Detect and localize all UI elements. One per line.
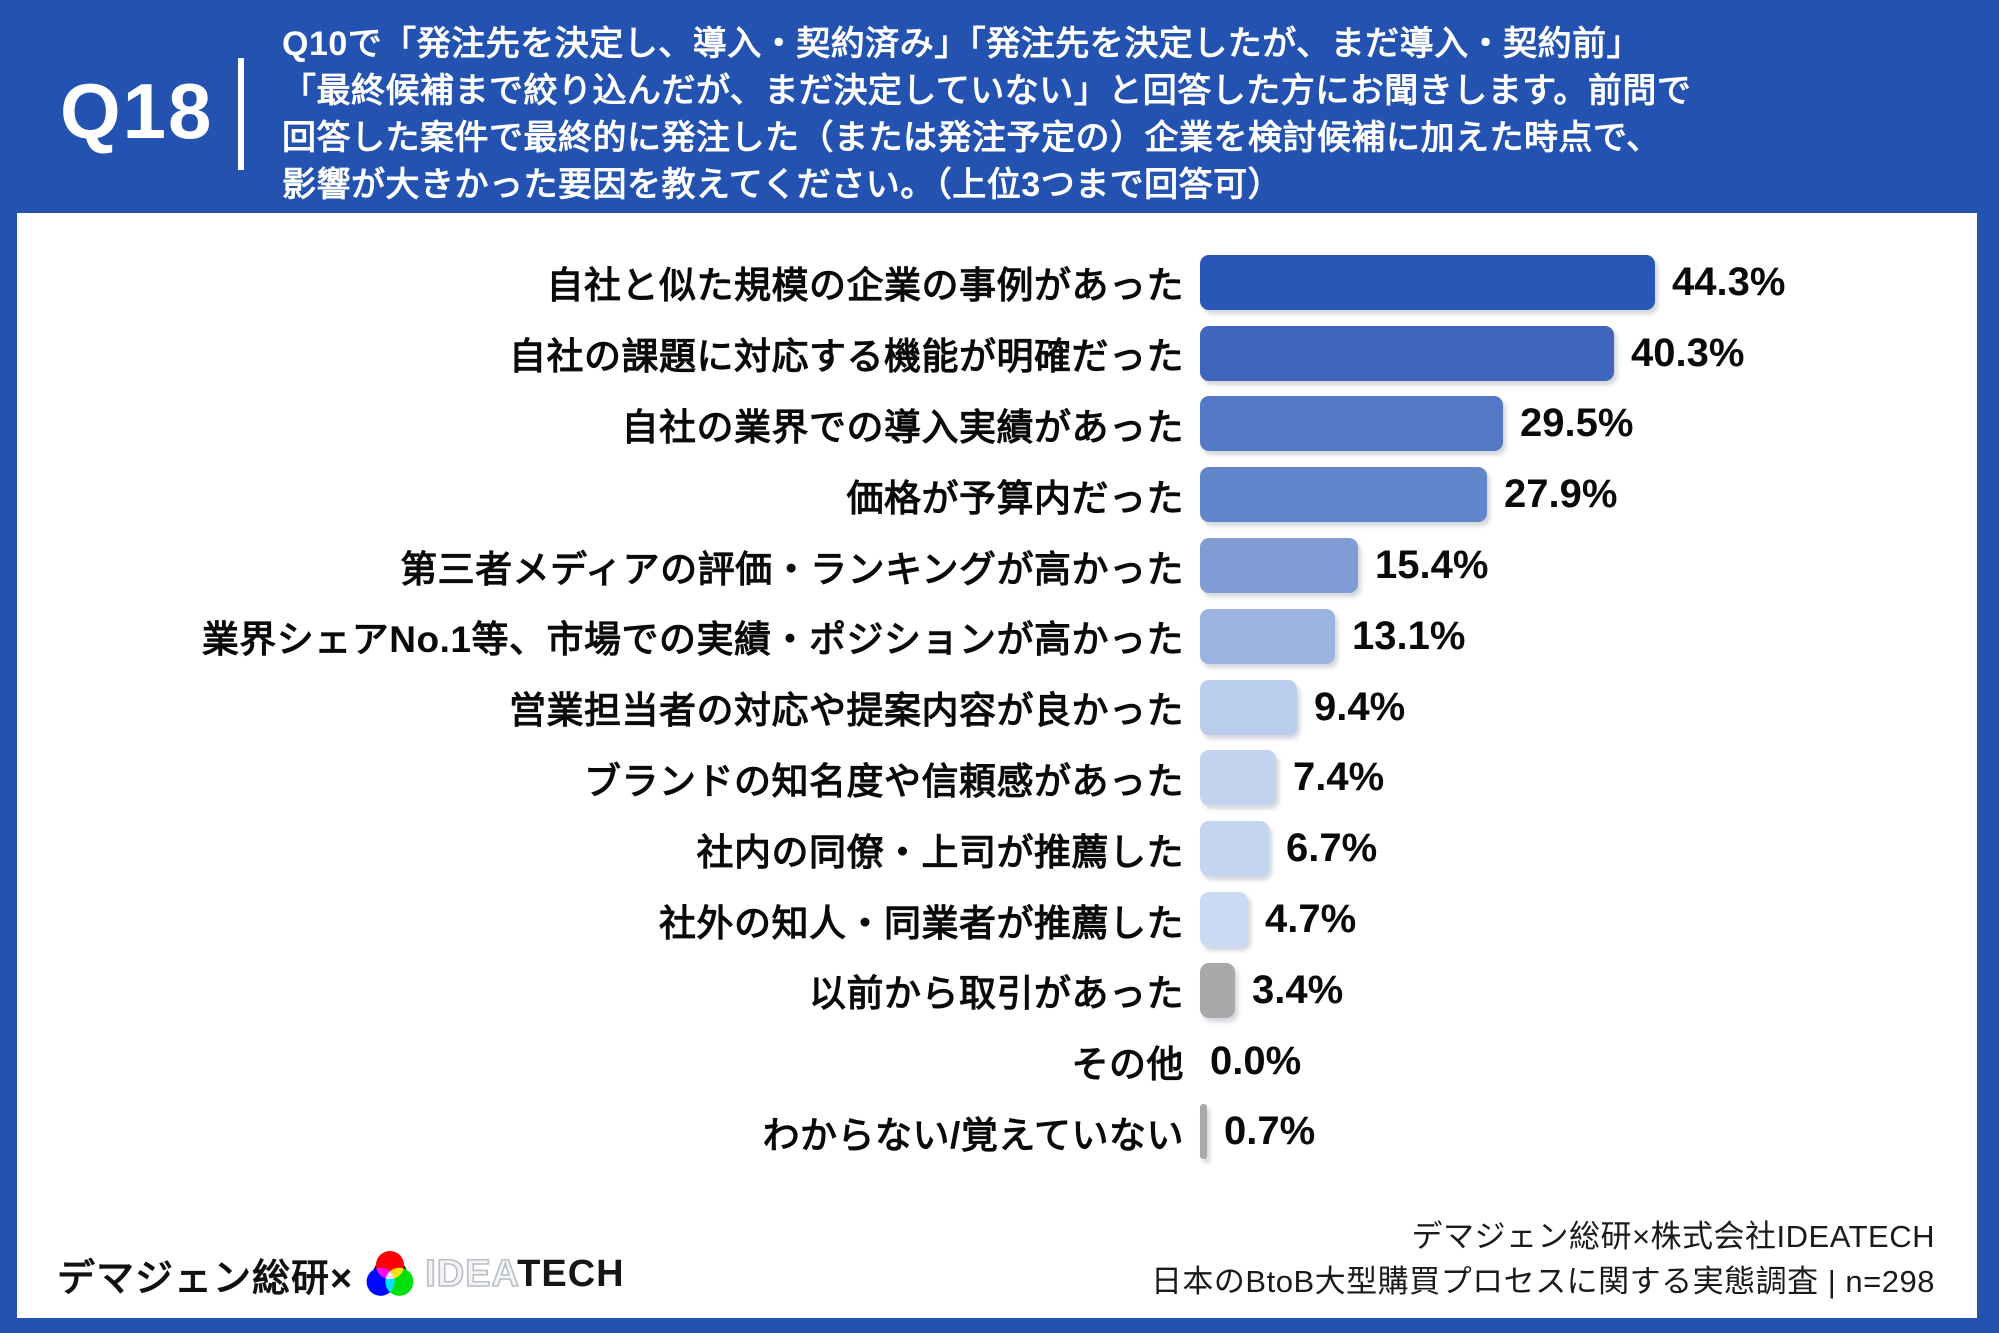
category-label: 自社の業界での導入実績があった bbox=[621, 406, 1184, 448]
bar bbox=[1200, 821, 1269, 877]
chart-row: ブランドの知名度や信頼感があった 7.4% bbox=[17, 743, 1977, 814]
question-header: Q18 Q10で「発注先を決定し、導入・契約済み」「発注先を決定したが、まだ導入… bbox=[0, 0, 1999, 213]
logo-idea-text: IDEA bbox=[424, 1252, 518, 1296]
value-label: 4.7% bbox=[1265, 897, 1357, 942]
value-label: 27.9% bbox=[1504, 472, 1618, 517]
ideatech-rgb-logo-icon bbox=[366, 1250, 414, 1296]
category-label: 社内の同僚・上司が推薦した bbox=[696, 831, 1184, 873]
value-label: 7.4% bbox=[1293, 755, 1385, 800]
chart-row: 業界シェアNo.1等、市場での実績・ポジションが高かった 13.1% bbox=[17, 601, 1977, 672]
value-label: 3.4% bbox=[1252, 967, 1344, 1012]
value-label: 0.7% bbox=[1224, 1109, 1316, 1154]
bar bbox=[1200, 325, 1614, 381]
value-label: 29.5% bbox=[1520, 401, 1634, 446]
bar bbox=[1200, 750, 1276, 806]
bar-area: 7.4% bbox=[1184, 750, 1385, 806]
category-label: 自社の課題に対応する機能が明確だった bbox=[509, 336, 1184, 378]
category-label: 営業担当者の対応や提案内容が良かった bbox=[509, 690, 1184, 732]
footer-brand: デマジェン総研× IDEATECH bbox=[57, 1247, 625, 1302]
bar bbox=[1200, 396, 1503, 452]
category-label: 以前から取引があった bbox=[809, 973, 1184, 1015]
bar bbox=[1200, 608, 1335, 664]
bar bbox=[1200, 892, 1248, 948]
category-label: 自社と似た規模の企業の事例があった bbox=[546, 265, 1184, 307]
value-label: 6.7% bbox=[1286, 826, 1378, 871]
chart-row: その他 0.0% bbox=[17, 1026, 1977, 1097]
bar bbox=[1200, 962, 1235, 1018]
bar-area: 44.3% bbox=[1184, 254, 1786, 310]
bar-area: 29.5% bbox=[1184, 396, 1634, 452]
bar-area: 27.9% bbox=[1184, 467, 1618, 523]
question-number: Q18 bbox=[60, 67, 214, 155]
ideatech-wordmark: IDEATECH bbox=[424, 1252, 625, 1296]
chart-row: 自社と似た規模の企業の事例があった 44.3% bbox=[17, 247, 1977, 318]
bar bbox=[1200, 467, 1487, 523]
bar bbox=[1200, 679, 1297, 735]
bar-area: 40.3% bbox=[1184, 325, 1745, 381]
category-label: 価格が予算内だった bbox=[846, 477, 1184, 519]
bar-area: 15.4% bbox=[1184, 538, 1489, 594]
header-divider bbox=[238, 58, 244, 170]
chart-row: 以前から取引があった 3.4% bbox=[17, 955, 1977, 1026]
question-text: Q10で「発注先を決定し、導入・契約済み」「発注先を決定したが、まだ導入・契約前… bbox=[282, 25, 1692, 204]
category-label: その他 bbox=[1071, 1044, 1184, 1086]
chart-row: 社内の同僚・上司が推薦した 6.7% bbox=[17, 813, 1977, 884]
bar bbox=[1200, 538, 1358, 594]
chart-row: 営業担当者の対応や提案内容が良かった 9.4% bbox=[17, 672, 1977, 743]
value-label: 15.4% bbox=[1375, 543, 1489, 588]
category-label: ブランドの知名度や信頼感があった bbox=[584, 760, 1184, 802]
chart-row: 社外の知人・同業者が推薦した 4.7% bbox=[17, 884, 1977, 955]
value-label: 13.1% bbox=[1352, 613, 1466, 658]
chart-row: 価格が予算内だった 27.9% bbox=[17, 459, 1977, 530]
bar-area: 9.4% bbox=[1184, 679, 1406, 735]
bar-chart: 自社と似た規模の企業の事例があった 44.3% 自社の課題に対応する機能が明確だ… bbox=[17, 247, 1977, 1167]
bar-area: 6.7% bbox=[1184, 821, 1378, 877]
bar-area: 13.1% bbox=[1184, 608, 1466, 664]
logo-tech-text: TECH bbox=[517, 1253, 625, 1295]
brand-name-left: デマジェン総研× bbox=[57, 1258, 354, 1300]
chart-row: わからない/覚えていない 0.7% bbox=[17, 1097, 1977, 1168]
bar bbox=[1200, 1104, 1207, 1160]
source-line-1: デマジェン総研×株式会社IDEATECH bbox=[1411, 1219, 1935, 1254]
category-label: 社外の知人・同業者が推薦した bbox=[659, 902, 1184, 944]
chart-row: 自社の業界での導入実績があった 29.5% bbox=[17, 389, 1977, 460]
category-label: 業界シェアNo.1等、市場での実績・ポジションが高かった bbox=[201, 619, 1184, 661]
value-label: 9.4% bbox=[1314, 684, 1406, 729]
chart-row: 第三者メディアの評価・ランキングが高かった 15.4% bbox=[17, 530, 1977, 601]
source-line-2: 日本のBtoB大型購買プロセスに関する実態調査 | n=298 bbox=[1150, 1264, 1935, 1299]
bar-area: 4.7% bbox=[1184, 892, 1357, 948]
value-label: 44.3% bbox=[1672, 259, 1786, 304]
source-attribution: デマジェン総研×株式会社IDEATECH 日本のBtoB大型購買プロセスに関する… bbox=[1151, 1214, 1935, 1304]
chart-row: 自社の課題に対応する機能が明確だった 40.3% bbox=[17, 318, 1977, 389]
bar-area: 0.7% bbox=[1184, 1104, 1316, 1160]
category-label: わからない/覚えていない bbox=[762, 1114, 1184, 1156]
value-label: 40.3% bbox=[1631, 330, 1745, 375]
chart-panel: 自社と似た規模の企業の事例があった 44.3% 自社の課題に対応する機能が明確だ… bbox=[17, 213, 1977, 1318]
bar-area: 3.4% bbox=[1184, 962, 1344, 1018]
value-label: 0.0% bbox=[1210, 1038, 1302, 1083]
category-label: 第三者メディアの評価・ランキングが高かった bbox=[400, 548, 1184, 590]
bar bbox=[1200, 254, 1655, 310]
bar-area: 0.0% bbox=[1184, 1039, 1301, 1084]
